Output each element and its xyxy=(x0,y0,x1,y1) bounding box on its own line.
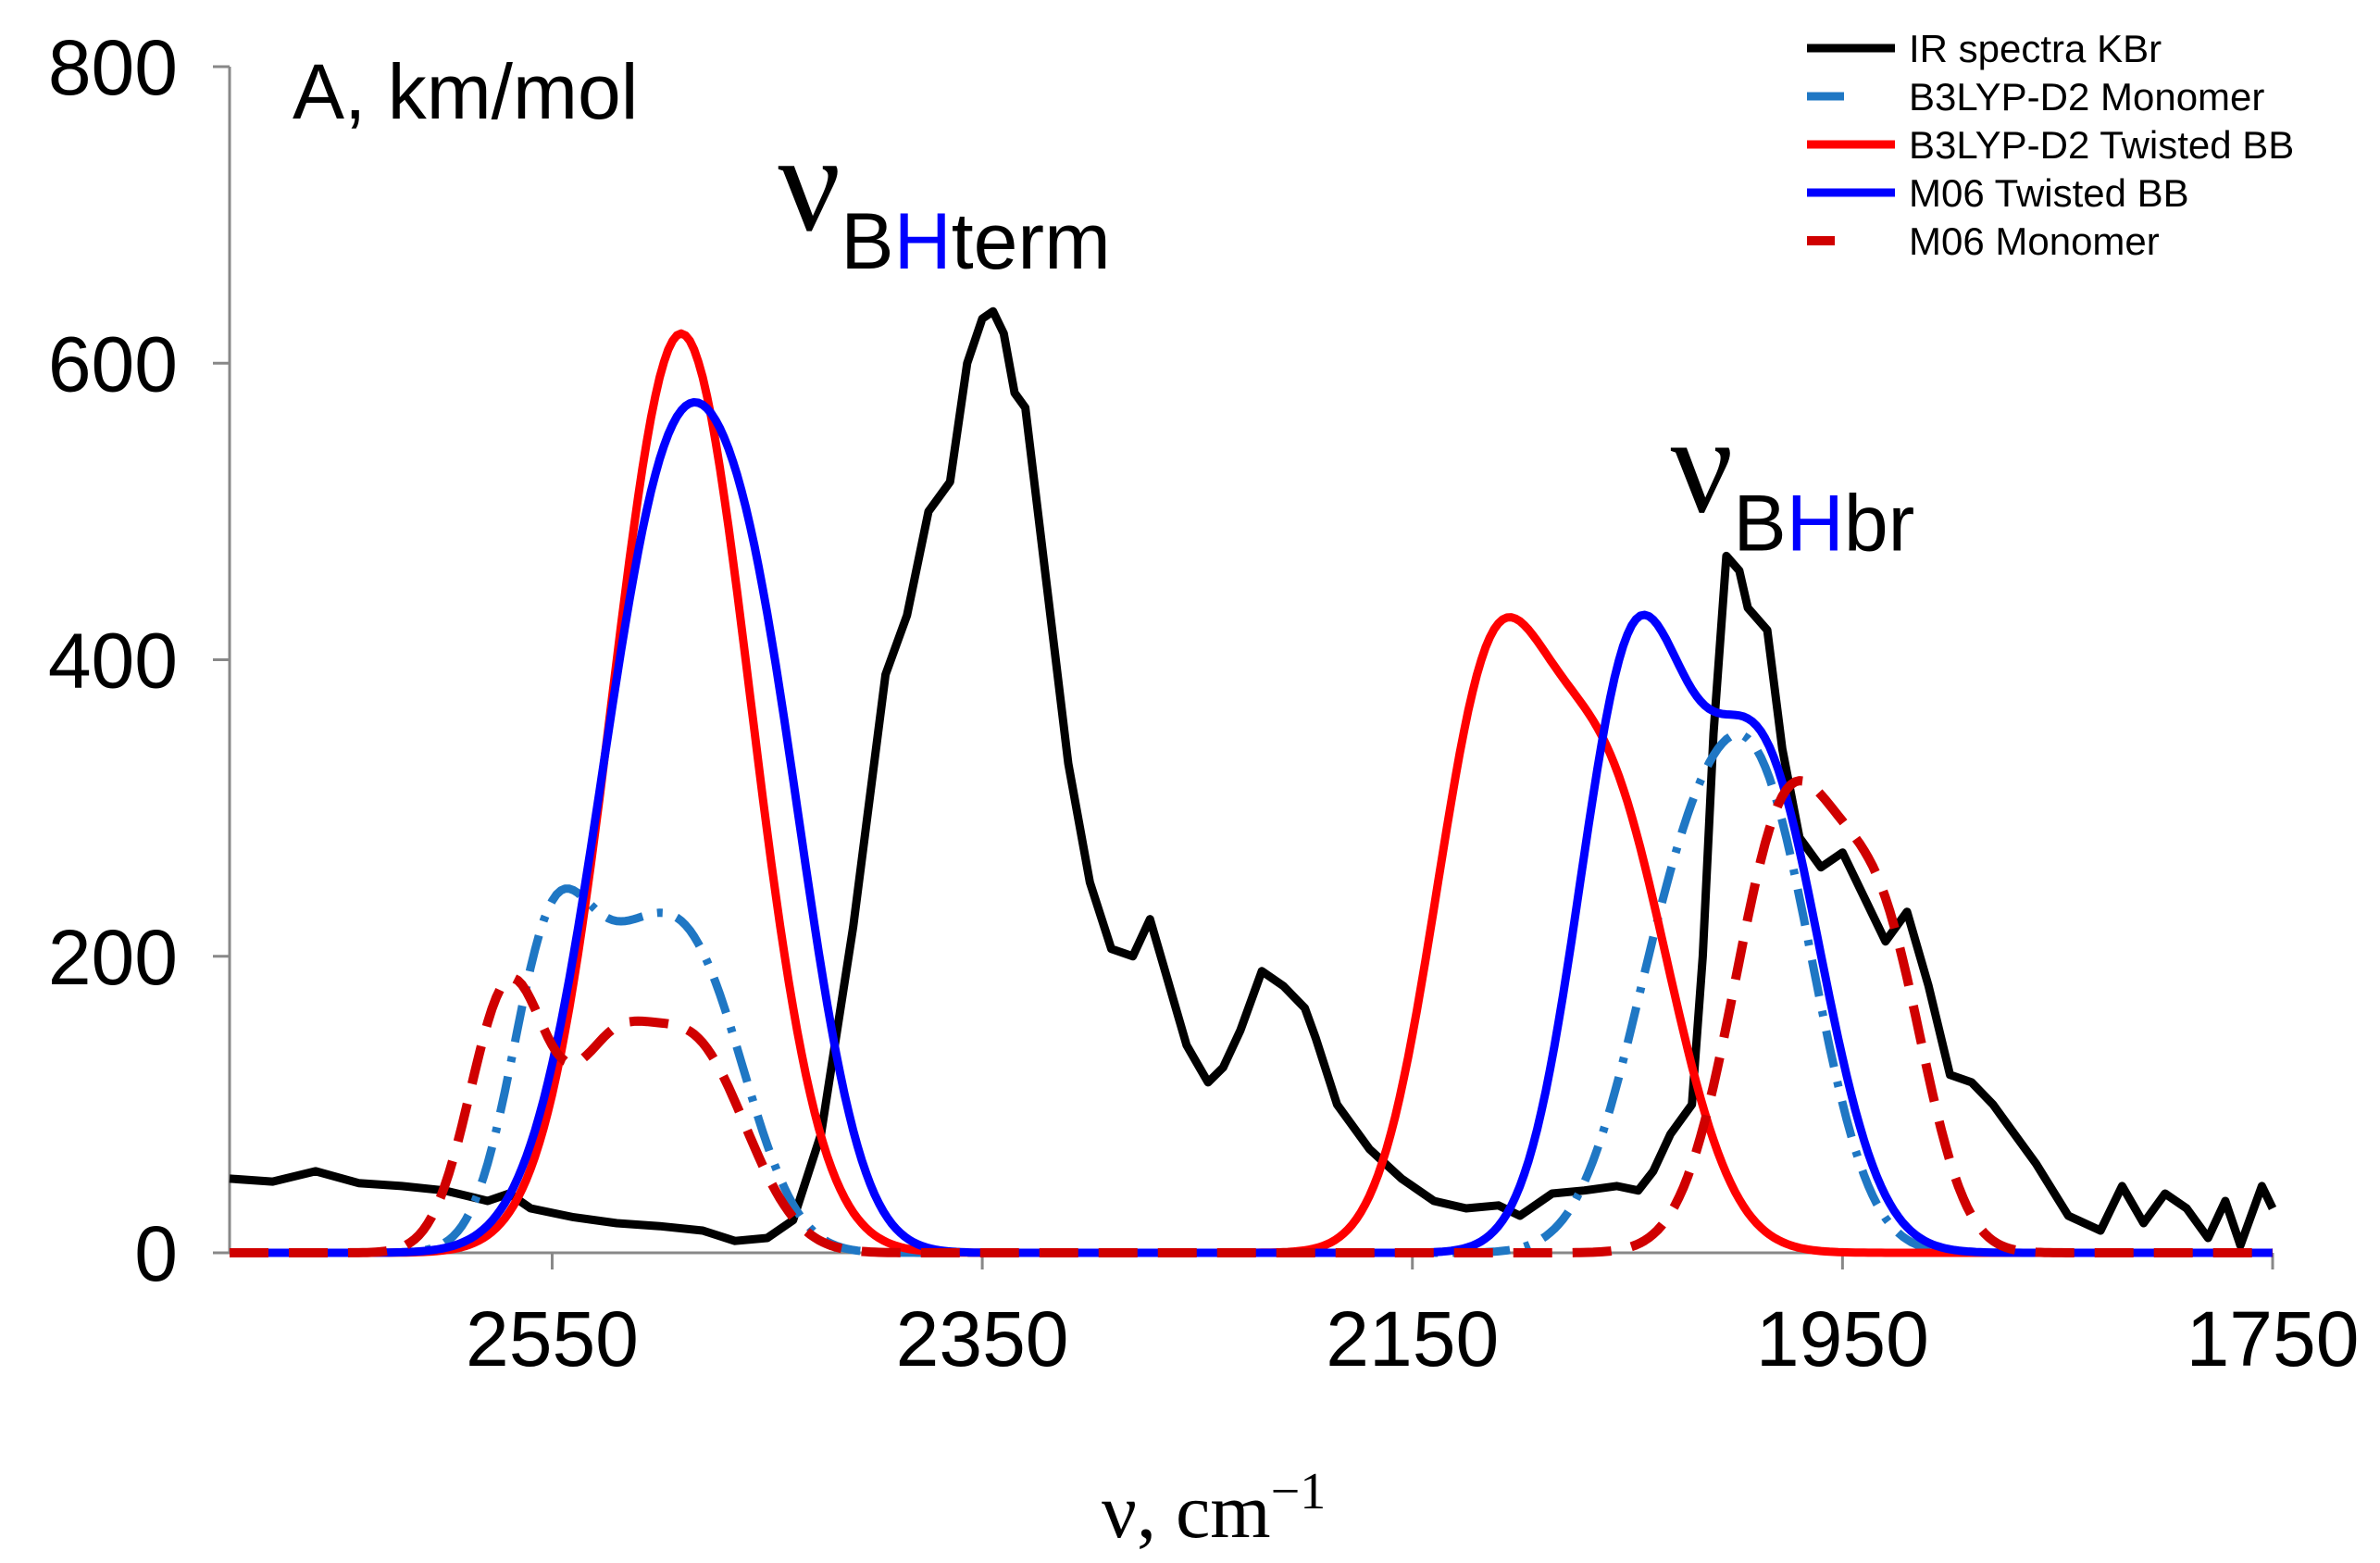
annotation-part: H xyxy=(894,197,952,286)
annotation-bh-term: νBHterm xyxy=(778,106,1110,286)
y-axis-title: A, km/mol xyxy=(293,48,638,135)
annotation-symbol: ν xyxy=(778,106,841,260)
x-axis-title-text: ν, cm xyxy=(1102,1469,1271,1555)
y-tick-label: 400 xyxy=(48,618,178,705)
series-line-2 xyxy=(230,730,2273,1257)
annotation-part: B xyxy=(1733,479,1786,568)
legend-label: B3LYP-D2 Twisted BB xyxy=(1909,123,2294,167)
x-axis-title: ν, cm−1 xyxy=(1102,1463,1326,1555)
x-tick-label: 1950 xyxy=(1756,1295,1929,1382)
annotation-part: br xyxy=(1844,479,1914,568)
x-tick-label: 2350 xyxy=(896,1295,1069,1382)
legend-label: M06 Monomer xyxy=(1909,219,2160,263)
legend-label: B3LYP-D2 Monomer xyxy=(1909,75,2264,119)
x-tick-label: 2550 xyxy=(466,1295,639,1382)
annotation-part: B xyxy=(841,197,893,286)
series-line-5 xyxy=(229,776,2274,1257)
series-line-4 xyxy=(230,397,2273,1257)
annotation-part: term xyxy=(952,197,1111,286)
legend-label: IR spectra KBr xyxy=(1909,27,2162,70)
series-group xyxy=(229,306,2277,1257)
series-line-1 xyxy=(229,306,2277,1250)
x-tick-label: 1750 xyxy=(2187,1295,2360,1382)
y-tick-label: 200 xyxy=(48,914,178,1001)
legend-label: M06 Twisted BB xyxy=(1909,171,2189,215)
x-axis-title-superscript: −1 xyxy=(1271,1463,1327,1520)
annotation-part: H xyxy=(1787,479,1844,568)
y-tick-label: 800 xyxy=(48,24,178,111)
x-ticks: 2550 2350 2150 1950 1750 xyxy=(466,1253,2359,1382)
annotation-bh-br: νBHbr xyxy=(1671,388,1915,568)
x-tick-label: 2150 xyxy=(1326,1295,1499,1382)
annotation-symbol: ν xyxy=(1671,388,1734,542)
y-ticks: 0 200 400 600 800 xyxy=(48,24,230,1297)
y-tick-label: 0 xyxy=(134,1210,178,1297)
y-tick-label: 600 xyxy=(48,320,178,407)
